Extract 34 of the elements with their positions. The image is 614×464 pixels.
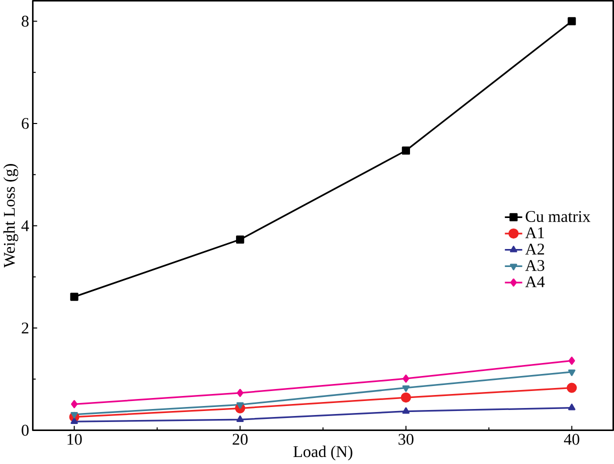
x-tick-label: 10 <box>68 434 82 445</box>
point <box>70 292 78 301</box>
point <box>568 404 576 410</box>
y-tick-label: 8 <box>22 16 29 27</box>
point <box>402 146 410 155</box>
point <box>402 385 410 392</box>
point <box>400 392 412 403</box>
point <box>236 402 244 409</box>
legend-label: A1 <box>525 228 544 238</box>
point <box>70 412 78 419</box>
x-axis-title: Load (N) <box>293 446 352 461</box>
x-tick-label: 40 <box>564 434 580 445</box>
point <box>236 236 244 244</box>
point <box>70 418 78 424</box>
point <box>568 356 576 365</box>
y-tick-label: 4 <box>21 220 29 232</box>
point <box>236 416 244 422</box>
x-tick-label: 30 <box>398 434 414 445</box>
y-tick-label: 6 <box>22 118 29 130</box>
x-tick-label: 20 <box>232 434 248 445</box>
legend-label: A3 <box>525 260 544 272</box>
legend-label: Cu matrix <box>526 211 590 222</box>
point <box>568 17 576 26</box>
point <box>566 382 577 393</box>
point <box>236 388 244 398</box>
point <box>402 374 410 383</box>
legend-label: A4 <box>525 276 545 288</box>
y-tick-label: 0 <box>22 424 29 436</box>
y-tick-label: 2 <box>22 322 28 334</box>
point <box>568 370 576 376</box>
legend-label: A2 <box>525 244 544 255</box>
point <box>402 407 410 414</box>
y-axis-title: Weight Loss (g) <box>3 164 18 268</box>
point <box>71 400 78 408</box>
